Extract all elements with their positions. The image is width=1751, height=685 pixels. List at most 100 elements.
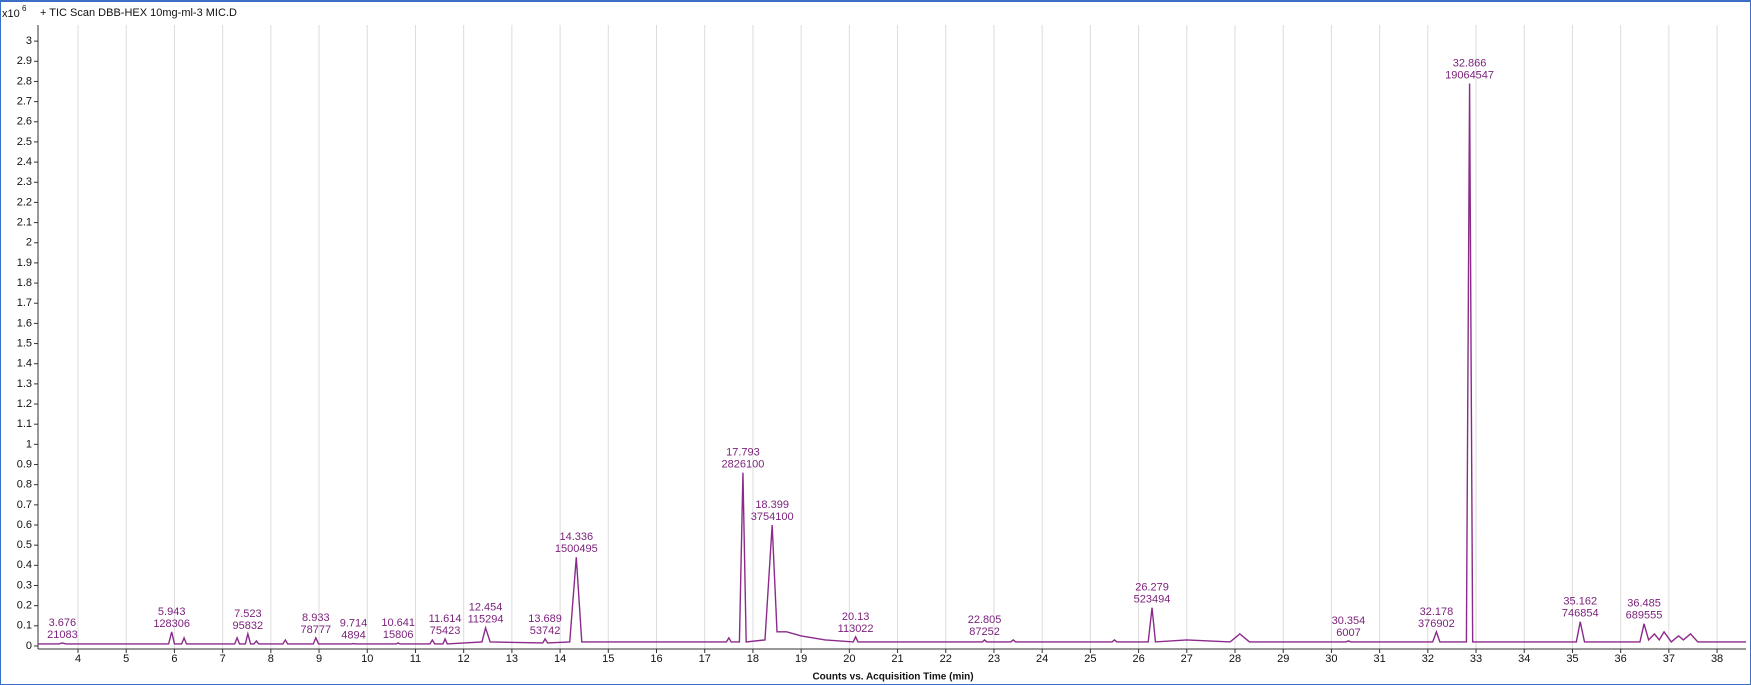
x-tick-label: 6 [171,653,177,665]
y-tick-label: 2.9 [17,55,32,67]
y-tick-label: 0.4 [17,559,32,571]
y-tick-label: 2.2 [17,196,32,208]
peak-time-label: 18.399 [755,499,789,511]
chart-title: + TIC Scan DBB-HEX 10mg-ml-3 MIC.D [40,7,237,19]
x-tick-label: 7 [220,653,226,665]
trace [38,83,1746,645]
x-tick-label: 14 [554,653,566,665]
peak-time-label: 22.805 [968,614,1002,626]
y-tick-label: 0.8 [17,479,32,491]
peak-time-label: 32.866 [1453,57,1487,69]
peak-area-label: 4894 [341,629,365,641]
x-tick-label: 21 [891,653,903,665]
y-multiplier: x10 [2,8,20,20]
y-tick-label: 1.4 [17,358,32,370]
peak-time-label: 7.523 [234,608,262,620]
y-tick-label: 0.6 [17,519,32,531]
y-tick-label: 1.8 [17,277,32,289]
x-tick-label: 38 [1711,653,1723,665]
y-tick-label: 0 [26,640,32,652]
x-tick-label: 32 [1422,653,1434,665]
x-tick-label: 17 [699,653,711,665]
x-tick-label: 28 [1229,653,1241,665]
y-tick-label: 2.3 [17,176,32,188]
peak-time-label: 10.641 [381,617,415,629]
peak-area-label: 746854 [1562,608,1599,620]
peak-time-label: 9.714 [340,617,368,629]
peak-area-label: 113022 [838,623,874,635]
x-tick-label: 37 [1663,653,1675,665]
x-tick-label: 24 [1036,653,1048,665]
y-tick-label: 0.5 [17,539,32,551]
peak-area-label: 78777 [301,624,332,636]
y-tick-label: 1.6 [17,317,32,329]
y-tick-label: 0.7 [17,499,32,511]
peak-time-label: 13.689 [528,613,562,625]
x-tick-label: 15 [602,653,614,665]
peak-area-label: 19064547 [1445,69,1494,81]
y-tick-label: 2.5 [17,136,32,148]
peak-area-label: 95832 [233,620,264,632]
y-tick-label: 0.1 [17,620,32,632]
y-tick-label: 0.9 [17,458,32,470]
x-tick-label: 23 [988,653,1000,665]
x-tick-label: 30 [1325,653,1337,665]
x-tick-label: 27 [1181,653,1193,665]
y-multiplier-exponent: 6 [22,4,27,13]
x-axis-title: Counts vs. Acquisition Time (min) [812,672,973,683]
y-tick-label: 2.7 [17,96,32,108]
peak-area-label: 115294 [468,614,504,626]
y-tick-label: 1.1 [17,418,32,430]
x-tick-label: 5 [123,653,129,665]
x-tick-label: 8 [268,653,274,665]
x-tick-label: 13 [506,653,518,665]
x-tick-label: 18 [747,653,759,665]
y-tick-label: 1.3 [17,378,32,390]
peak-time-label: 3.676 [49,617,77,629]
peak-area-label: 87252 [969,626,1000,638]
peak-time-label: 17.793 [726,446,760,458]
peak-time-label: 36.485 [1627,598,1661,610]
y-tick-label: 2.4 [17,156,32,168]
y-tick-label: 0.2 [17,600,32,612]
x-tick-label: 9 [316,653,322,665]
peak-area-label: 75423 [430,625,461,637]
peak-area-label: 6007 [1336,627,1360,639]
y-tick-label: 1.2 [17,398,32,410]
peak-area-label: 2826100 [722,458,765,470]
peak-area-label: 21083 [47,629,78,641]
peak-area-label: 3754100 [751,511,794,523]
peak-time-label: 5.943 [158,606,186,618]
peak-area-label: 15806 [383,629,414,641]
peak-area-label: 523494 [1134,594,1171,606]
x-tick-label: 20 [843,653,855,665]
x-tick-label: 34 [1518,653,1530,665]
x-tick-label: 4 [75,653,81,665]
peak-time-label: 26.279 [1135,582,1169,594]
peak-time-label: 30.354 [1332,615,1366,627]
x-tick-label: 22 [940,653,952,665]
x-tick-label: 35 [1566,653,1578,665]
peak-area-label: 1500495 [555,543,598,555]
x-tick-label: 11 [410,653,421,665]
x-tick-label: 10 [361,653,373,665]
peak-area-label: 689555 [1626,610,1663,622]
y-tick-label: 0.3 [17,579,32,591]
peak-area-label: 53742 [530,625,561,637]
peak-time-label: 20.13 [842,611,870,623]
peak-time-label: 11.614 [429,613,462,625]
x-tick-label: 26 [1132,653,1144,665]
x-tick-label: 19 [795,653,807,665]
peak-time-label: 35.162 [1563,596,1597,608]
y-tick-label: 2.8 [17,75,32,87]
y-tick-label: 2.6 [17,116,32,128]
y-tick-label: 1.7 [17,297,32,309]
y-tick-label: 3 [26,35,32,47]
y-tick-label: 2.1 [17,216,32,228]
x-tick-label: 25 [1084,653,1096,665]
peak-time-label: 12.454 [469,602,503,614]
peak-area-label: 376902 [1418,618,1455,630]
x-tick-label: 33 [1470,653,1482,665]
